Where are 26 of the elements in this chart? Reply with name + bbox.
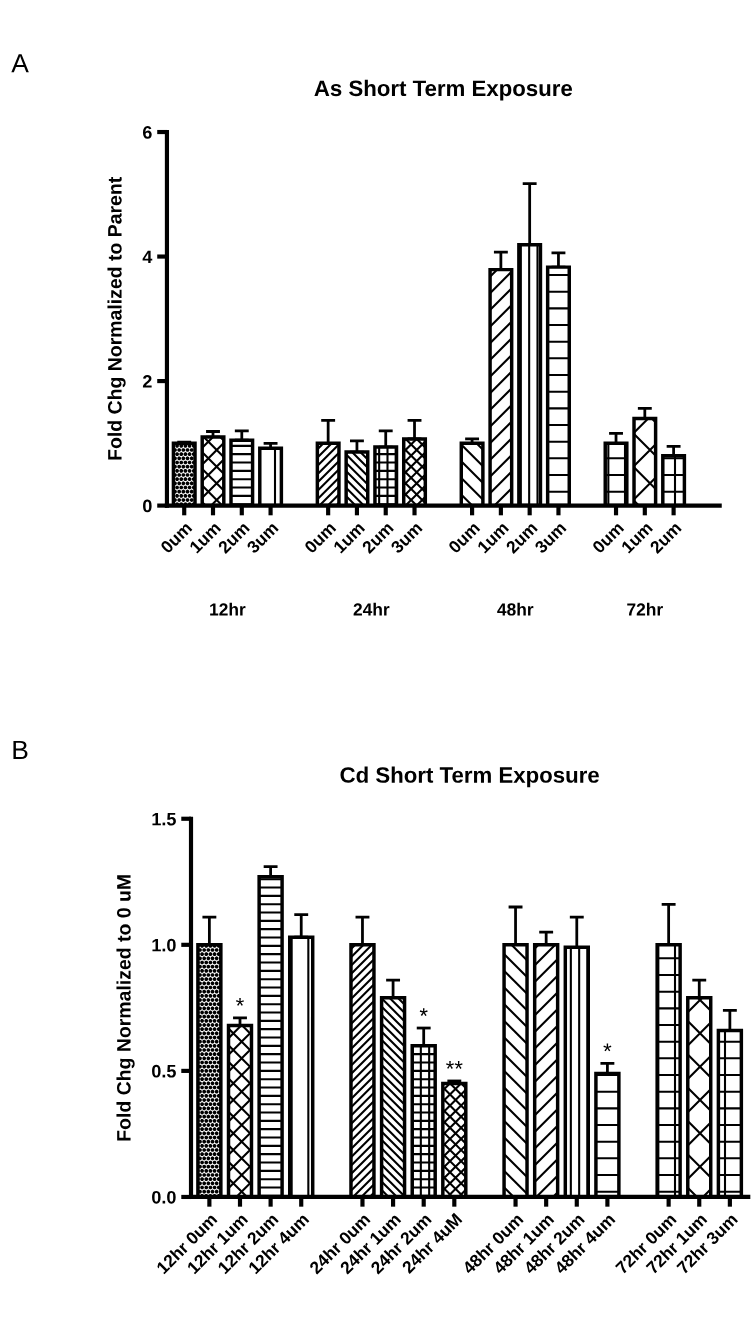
annotation: * [419, 1008, 428, 1016]
y-tick-label: 0.0 [152, 1190, 176, 1204]
text: B [13, 740, 28, 760]
y-tick-label: 0.5 [152, 1064, 176, 1078]
annotation: ** [446, 1061, 463, 1069]
x-tick-label: 0um [303, 521, 337, 554]
y-axis-title: Fold Chg Normalized to 0 uM [116, 875, 135, 1141]
annotation: * [603, 1043, 612, 1052]
y-tick-label: 6 [142, 125, 152, 139]
chart-title: Cd Short Term Exposure [340, 766, 599, 788]
text: 72hr [627, 602, 663, 616]
text: 12hr [210, 602, 246, 616]
y-tick-label: 2 [142, 375, 152, 388]
y-tick-label: 0 [143, 499, 152, 513]
y-tick-label: 1.5 [152, 812, 176, 826]
text: A [11, 54, 29, 73]
y-axis-title: Fold Chg Normalized to Parent [107, 176, 126, 460]
chart-title: As Short Term Exposure [314, 79, 573, 101]
text: 48hr [497, 602, 534, 616]
x-tick-label: 0um [447, 521, 481, 554]
x-tick-label: 0um [159, 521, 193, 554]
annotation: * [236, 998, 244, 1006]
y-tick-label: 1.0 [152, 938, 176, 952]
text: 24hr [353, 602, 390, 616]
y-tick-label: 4 [142, 250, 153, 264]
x-tick-label: 0um [591, 521, 625, 554]
